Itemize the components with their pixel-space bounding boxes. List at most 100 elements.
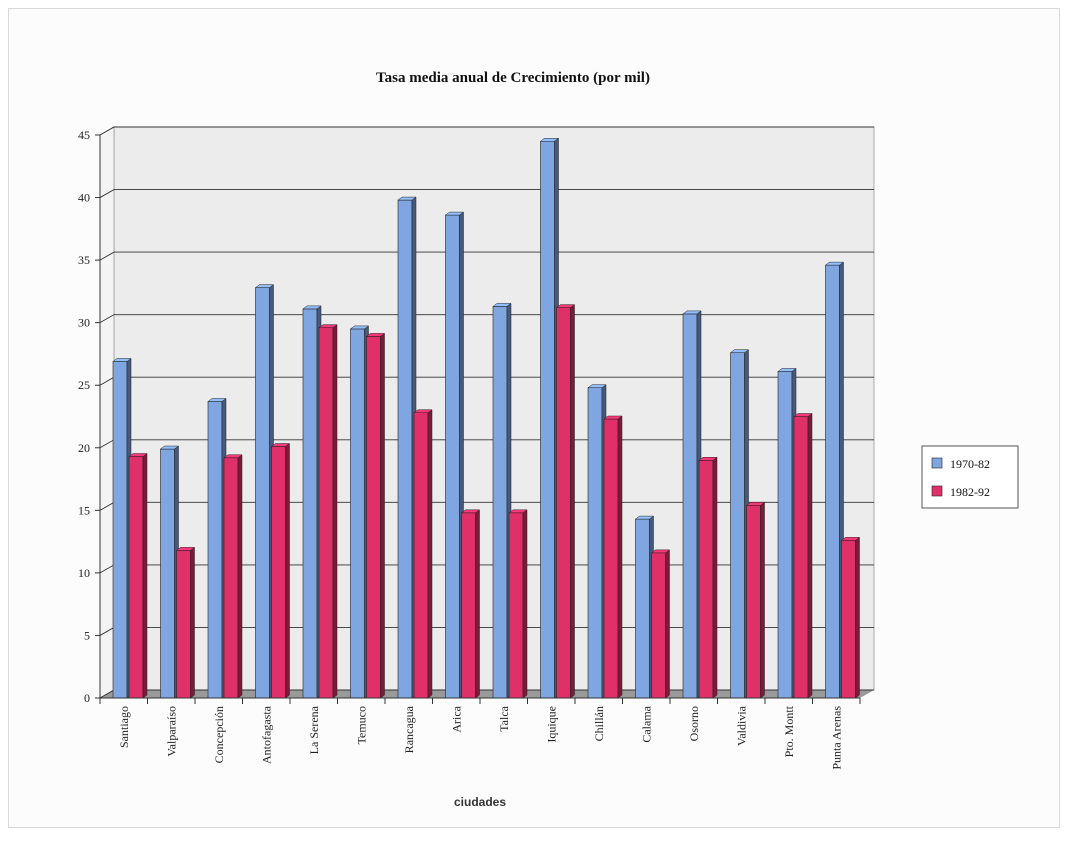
bar-front <box>350 328 365 699</box>
y-tick-label: 30 <box>78 316 90 330</box>
legend-swatch <box>931 485 943 497</box>
bar-side <box>807 413 813 699</box>
bar-top <box>840 537 861 541</box>
bar-front <box>841 540 856 699</box>
bar-front <box>302 308 318 699</box>
bar-series2 <box>365 332 386 699</box>
bar-front <box>540 140 555 699</box>
x-tick-label: La Serena <box>307 705 321 754</box>
bar-front <box>746 505 761 699</box>
bar-series2 <box>603 415 623 699</box>
y-tick-label: 0 <box>84 691 90 705</box>
bar-top <box>159 445 180 450</box>
bar-series1 <box>397 196 417 699</box>
bar-top <box>508 509 528 514</box>
axes: 0 5 10 15 20 25 30 35 40 45 Santiago Valparaíso Conc… <box>78 128 861 770</box>
bar-series1 <box>112 357 132 699</box>
bar-side <box>237 454 243 699</box>
bar-series2 <box>650 549 671 699</box>
bar-series2 <box>745 501 766 699</box>
x-tick-label: Rancagua <box>402 705 416 753</box>
bar-top <box>634 515 655 520</box>
bar-top <box>207 398 227 402</box>
bar-front <box>682 313 698 699</box>
bar-series1 <box>254 284 275 699</box>
y-tick-label: 20 <box>78 441 90 455</box>
chart-title: Tasa media anual de Crecimiento (por mil… <box>376 70 650 86</box>
bars <box>112 137 861 699</box>
x-tick-label: Pto. Montt <box>782 705 796 757</box>
bar-series2 <box>508 509 528 699</box>
bar-top <box>539 138 560 142</box>
bar-front <box>397 199 413 699</box>
bar-side <box>142 453 148 699</box>
y-tick-label: 45 <box>78 128 90 142</box>
bar-top <box>698 457 718 461</box>
x-tick-label: Santiago <box>117 706 131 748</box>
bar-front <box>413 412 429 699</box>
bar-series1 <box>349 325 370 699</box>
bar-top <box>555 304 576 308</box>
bar-side <box>665 549 670 699</box>
bar-front <box>603 418 619 699</box>
x-tick-label: Arica <box>449 705 463 732</box>
bar-series2 <box>128 453 148 699</box>
bar-top <box>112 358 132 362</box>
bar-side <box>712 456 718 699</box>
bar-top <box>365 333 386 337</box>
bar-top <box>793 413 813 417</box>
bar-top <box>603 415 623 420</box>
bar-front <box>112 361 128 699</box>
bar-front <box>635 518 650 699</box>
bar-top <box>128 453 148 457</box>
bar-series2 <box>270 443 291 699</box>
bar-side <box>570 304 575 699</box>
bar-side <box>285 443 290 699</box>
bar-series2 <box>698 456 718 699</box>
bar-top <box>587 384 607 388</box>
x-axis-label: ciudades <box>454 795 506 809</box>
legend-swatch <box>931 457 943 469</box>
legend-label: 1982-92 <box>950 485 990 499</box>
bar-series1 <box>777 367 797 699</box>
y-tick-label: 25 <box>78 378 90 392</box>
bar-front <box>492 306 508 699</box>
x-tick-label: Antofagasta <box>259 705 273 764</box>
bar-series2 <box>318 324 338 699</box>
bar-top <box>270 443 291 447</box>
x-tick-label: Valdivia <box>734 705 748 746</box>
x-tick-label: Concepción <box>212 706 226 763</box>
bar-front <box>160 448 175 699</box>
gridline <box>99 314 874 324</box>
gridline <box>99 251 874 261</box>
legend: 1970-82 1982-92 <box>921 445 1019 509</box>
bar-front <box>223 457 239 699</box>
plot-floor <box>100 690 874 698</box>
x-tick-label: Punta Arenas <box>829 706 843 770</box>
bar-side <box>760 501 765 699</box>
bar-front <box>255 287 270 699</box>
bar-series2 <box>413 409 433 699</box>
bar-front <box>176 550 191 699</box>
x-tick-label: Talca <box>497 705 511 731</box>
bar-top <box>175 547 196 551</box>
bar-series1 <box>729 349 750 699</box>
bar-front <box>445 214 460 699</box>
bar-series1 <box>492 302 512 699</box>
bar-side <box>855 536 860 699</box>
bar-series2 <box>555 304 576 699</box>
bar-series1 <box>634 515 655 699</box>
bar-top <box>254 284 275 288</box>
bar-series2 <box>840 536 861 699</box>
bar-front <box>461 512 476 699</box>
bar-top <box>745 502 766 506</box>
gridline <box>99 189 874 198</box>
bar-series1 <box>824 261 845 699</box>
x-tick-label: Calama <box>639 705 653 742</box>
bar-front <box>271 446 286 699</box>
x-tick-label: Osorno <box>687 706 701 741</box>
bar-top <box>682 310 702 315</box>
bar-front <box>207 401 223 699</box>
x-tick-label: Valparaíso <box>164 706 178 757</box>
